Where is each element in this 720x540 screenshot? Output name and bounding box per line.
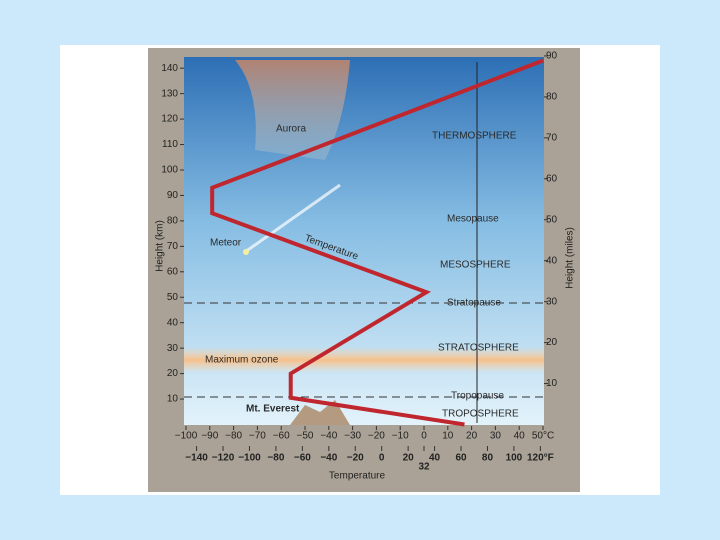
y2-tick-label: 50 <box>546 214 558 225</box>
x-tick-label: −90 <box>201 431 218 442</box>
y2-tick-label: 40 <box>546 255 558 266</box>
temperature-line <box>210 58 544 427</box>
annotation: Tropopause <box>451 391 504 402</box>
annotation: Meteor <box>210 238 242 249</box>
y2-tick-label: 60 <box>546 173 558 184</box>
x2-tick-label: −40 <box>320 453 337 464</box>
y2-tick-label: 80 <box>546 92 558 103</box>
y-tick-label: 60 <box>167 266 179 277</box>
y-tick-label: 70 <box>167 241 179 252</box>
x-tick-label: −10 <box>392 431 409 442</box>
x-tick-label: −50 <box>297 431 314 442</box>
x2-tick-label: 32 <box>418 462 430 473</box>
x2-tick-label: −120 <box>212 453 235 464</box>
x-tick-label: 20 <box>466 431 478 442</box>
x2-tick-label: −60 <box>294 453 311 464</box>
y2-tick-label: 10 <box>546 378 558 389</box>
x-tick-label: −60 <box>273 431 290 442</box>
y-tick-label: 110 <box>162 139 178 150</box>
x2-tick-label: 0 <box>379 453 385 464</box>
x2-tick-label: 120°F <box>527 453 554 464</box>
y-tick-label: 80 <box>167 216 179 227</box>
aurora <box>235 60 350 160</box>
ozone-layer <box>184 347 544 373</box>
annotation: MESOSPHERE <box>440 260 511 271</box>
x-tick-label: 40 <box>514 431 526 442</box>
y-tick-label: 20 <box>167 368 179 379</box>
x2-tick-label: 60 <box>455 453 467 464</box>
y2-tick-label: 20 <box>546 337 558 348</box>
annotation: TROPOSPHERE <box>442 409 519 420</box>
x-tick-label: −100 <box>175 431 198 442</box>
x2-tick-label: 80 <box>482 453 494 464</box>
y-tick-label: 90 <box>167 190 179 201</box>
x2-tick-label: −80 <box>267 453 284 464</box>
x-tick-label: −30 <box>344 431 361 442</box>
y-tick-label: 140 <box>161 63 178 74</box>
y2-axis-title: Height (miles) <box>565 227 576 289</box>
y-tick-label: 10 <box>167 394 179 405</box>
annotation: Stratopause <box>447 298 501 309</box>
y2-tick-label: 30 <box>546 296 558 307</box>
x2-tick-label: 100 <box>506 453 523 464</box>
x-tick-label: 10 <box>442 431 454 442</box>
y2-tick-label: 90 <box>546 51 558 62</box>
x-tick-label: −20 <box>368 431 385 442</box>
x2-tick-label: −140 <box>185 453 208 464</box>
y-tick-label: 130 <box>161 88 178 99</box>
annotation: Mesopause <box>447 214 499 225</box>
y-tick-label: 40 <box>167 317 179 328</box>
x2-tick-label: −100 <box>238 453 261 464</box>
y-axis-title: Height (km) <box>155 220 166 272</box>
annotation: STRATOSPHERE <box>438 343 519 354</box>
meteor-trail <box>244 183 341 254</box>
x-axis-title: Temperature <box>329 471 386 482</box>
x-tick-label: −70 <box>249 431 266 442</box>
meteor <box>243 249 249 255</box>
annotation: THERMOSPHERE <box>432 131 517 142</box>
y-tick-label: 30 <box>167 343 179 354</box>
x-tick-label: −40 <box>320 431 337 442</box>
y-tick-label: 50 <box>167 292 179 303</box>
x2-tick-label: 20 <box>403 453 415 464</box>
x-tick-label: 30 <box>490 431 502 442</box>
y-tick-label: 100 <box>161 165 178 176</box>
x2-tick-label: 40 <box>429 453 441 464</box>
x-tick-label: 50°C <box>532 431 554 442</box>
annotation: Maximum ozone <box>205 355 279 366</box>
y-tick-label: 120 <box>161 114 178 125</box>
y2-tick-label: 70 <box>546 132 558 143</box>
annotation: Aurora <box>276 124 306 135</box>
annotation: Mt. Everest <box>246 404 300 415</box>
x-tick-label: −80 <box>225 431 242 442</box>
x-tick-label: 0 <box>421 431 427 442</box>
x2-tick-label: −20 <box>347 453 364 464</box>
